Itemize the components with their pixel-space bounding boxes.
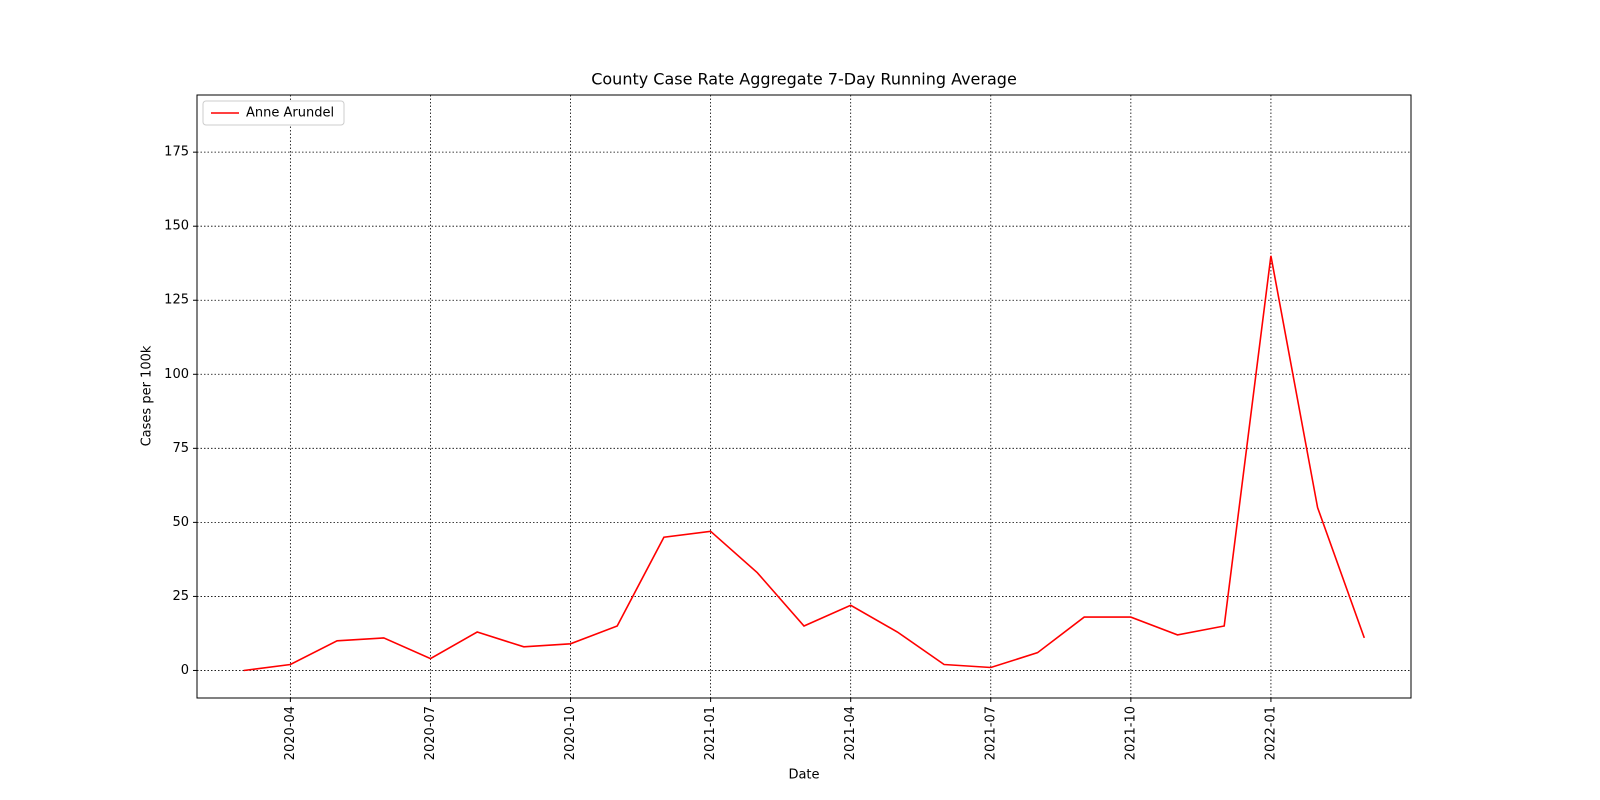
x-tick-label: 2022-01 — [1263, 706, 1278, 760]
y-tick-label: 175 — [164, 145, 189, 160]
y-tick-label: 150 — [164, 219, 189, 234]
y-tick-label: 50 — [172, 515, 189, 530]
y-tick-label: 0 — [181, 663, 189, 678]
data-line — [243, 255, 1366, 672]
y-tick-label: 100 — [164, 367, 189, 382]
y-tick-label: 25 — [172, 589, 189, 604]
y-tick-label: 125 — [164, 293, 189, 308]
plot-frame — [196, 94, 1412, 699]
x-axis-label: Date — [788, 768, 819, 783]
x-tick-label: 2021-07 — [983, 706, 998, 760]
chart-title: County Case Rate Aggregate 7-Day Running… — [591, 70, 1017, 89]
legend-label: Anne Arundel — [246, 106, 334, 121]
x-tick-label: 2020-07 — [423, 706, 438, 760]
x-tick-label: 2021-10 — [1123, 706, 1138, 760]
x-tick-label: 2021-04 — [843, 706, 858, 760]
y-tick-label: 75 — [172, 441, 189, 456]
x-tick-label: 2020-04 — [283, 706, 298, 760]
legend-box — [202, 100, 345, 126]
x-tick-label: 2021-01 — [703, 706, 718, 760]
x-tick-label: 2020-10 — [563, 706, 578, 760]
y-axis-label: Cases per 100k — [140, 345, 155, 446]
